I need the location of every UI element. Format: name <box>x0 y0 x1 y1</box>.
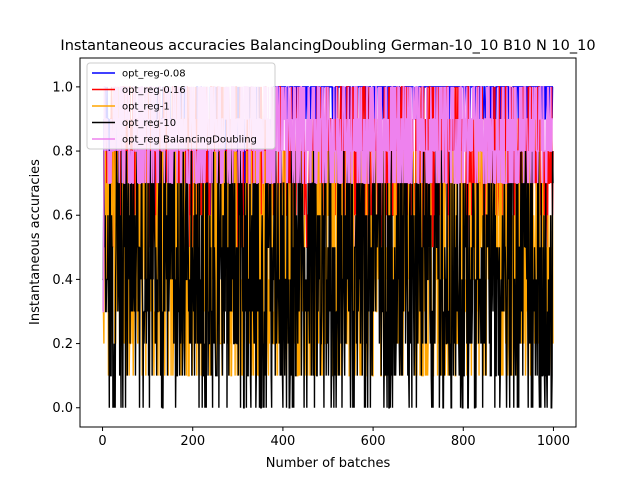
legend-label: opt_reg-0.16 <box>122 85 186 96</box>
y-tick-label: 0.6 <box>52 209 73 224</box>
legend: opt_reg-0.08 opt_reg-0.16 opt_reg-1 opt_reg… <box>86 62 276 150</box>
y-tick-label: 0.2 <box>52 337 73 352</box>
y-tick-label: 0.4 <box>52 273 73 288</box>
x-axis: 0 200 400 600 800 1000 <box>98 427 570 449</box>
legend-label: opt_reg-10 <box>122 118 176 129</box>
y-axis-label: Instantaneous accuracies <box>28 159 43 325</box>
y-tick-label: 0.0 <box>52 401 73 416</box>
plot-frame <box>79 57 577 428</box>
legend-box <box>86 62 276 150</box>
chart-title: Instantaneous accuracies BalancingDoubli… <box>60 38 595 54</box>
x-tick-label: 0 <box>98 434 106 449</box>
y-axis: 0.0 0.2 0.4 0.6 0.8 1.0 <box>52 80 80 416</box>
x-tick-label: 200 <box>180 434 205 449</box>
y-tick-label: 0.8 <box>52 145 73 160</box>
x-tick-label: 800 <box>451 434 476 449</box>
series-line-3 <box>102 150 554 409</box>
legend-label: opt_reg BalancingDoubling <box>122 135 257 146</box>
legend-label: opt_reg-0.08 <box>122 69 186 80</box>
y-tick-label: 1.0 <box>52 80 73 95</box>
x-tick-label: 600 <box>361 434 386 449</box>
legend-label: opt_reg-1 <box>122 102 170 113</box>
x-tick-label: 1000 <box>537 434 570 449</box>
x-tick-label: 400 <box>270 434 295 449</box>
x-axis-label: Number of batches <box>266 456 391 471</box>
